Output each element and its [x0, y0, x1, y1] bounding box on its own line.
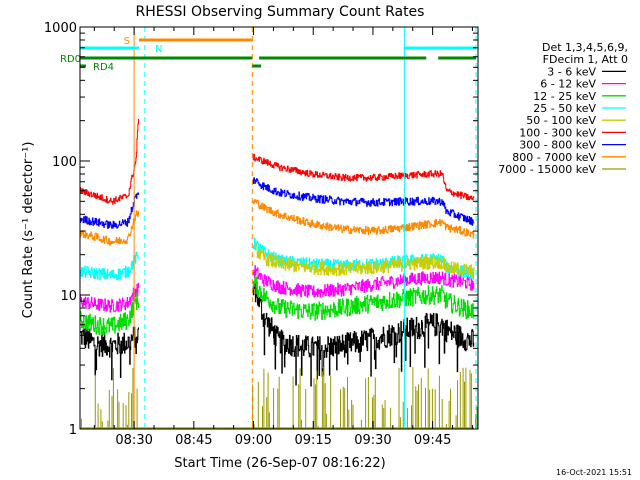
y-tick-label: 10 [60, 289, 77, 304]
flag-rd0: RD0 [60, 54, 477, 65]
series-7 [80, 199, 475, 246]
series-6-line [80, 177, 475, 229]
flag-rd4: RD4 [80, 62, 262, 73]
series-5-line [80, 118, 475, 205]
y-tick-label: 1 [69, 423, 77, 438]
flag-rd4-label: RD4 [93, 62, 114, 73]
series-4-line [255, 242, 475, 278]
annotation-layer: S N RD0 RD4 [60, 27, 477, 429]
flag-n: N [80, 44, 477, 55]
timestamp: 16-Oct-2021 15:51 [556, 468, 632, 477]
legend-entry-label: 25 - 50 keV [533, 102, 596, 115]
x-tick-label: 08:30 [115, 433, 152, 448]
y-tick-label: 100 [52, 155, 77, 170]
series-layer [79, 118, 478, 429]
legend-header: FDecim 1, Att 0 [543, 53, 628, 66]
legend-entry-label: 300 - 800 keV [519, 139, 596, 152]
x-tick-label: 09:45 [414, 433, 451, 448]
series-7-line [80, 199, 475, 246]
series-2-line [80, 276, 475, 336]
series-1 [80, 265, 475, 313]
series-5 [80, 118, 475, 205]
flag-rd0-label: RD0 [60, 54, 81, 65]
legend: Det 1,3,4,5,6,9,FDecim 1, Att 03 - 6 keV… [498, 41, 628, 176]
legend-entry-label: 50 - 100 keV [526, 114, 596, 127]
chart-title: RHESSI Observing Summary Count Rates [136, 4, 425, 20]
ticks-layer: 08:30 08:45 09:00 09:15 09:30 09:45 1 10 100 1000 [44, 21, 478, 448]
legend-entry-label: 7000 - 15000 keV [498, 163, 596, 176]
legend-entry-label: 100 - 300 keV [519, 126, 596, 139]
series-1-line [80, 265, 475, 313]
series-2 [80, 276, 475, 336]
flag-s-label: S [124, 36, 130, 47]
x-tick-label: 09:30 [354, 433, 391, 448]
series-6 [80, 177, 475, 229]
series-4 [255, 242, 475, 278]
legend-entry-label: 800 - 7000 keV [512, 151, 596, 164]
legend-entry-label: 12 - 25 keV [533, 90, 596, 103]
x-axis-label: Start Time (26-Sep-07 08:16:22) [174, 456, 385, 471]
legend-header: Det 1,3,4,5,6,9, [542, 41, 628, 54]
plot-frame [79, 26, 479, 430]
x-tick-label: 08:45 [175, 433, 212, 448]
legend-entry-label: 3 - 6 keV [547, 65, 596, 78]
series-0 [80, 279, 475, 387]
y-tick-label: 1000 [44, 21, 77, 36]
series-8 [79, 367, 478, 429]
y-axis-label: Count Rate (s⁻¹ detector⁻¹) [21, 142, 36, 319]
series-0-line [80, 279, 475, 387]
legend-entry-label: 6 - 12 keV [540, 78, 596, 91]
x-tick-label: 09:00 [235, 433, 272, 448]
flag-n-label: N [155, 44, 162, 55]
series-8-spikes [79, 367, 478, 429]
x-tick-label: 09:15 [294, 433, 331, 448]
flag-s: S [124, 36, 253, 47]
